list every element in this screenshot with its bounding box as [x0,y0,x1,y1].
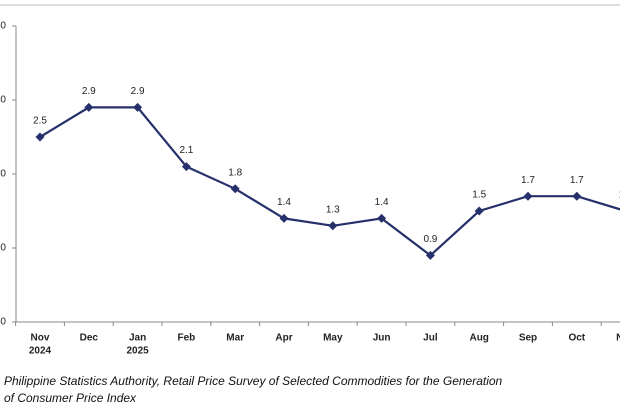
x-tick-label: Sep [519,333,537,344]
x-tick-label: Dec [80,333,99,344]
y-tick-label: 3.0 [0,95,6,106]
x-tick-label: Apr [275,333,292,344]
marker [328,221,338,231]
data-label: 1.4 [375,197,389,208]
marker [35,132,45,142]
data-label: 1.5 [472,190,486,201]
x-tick-label: Jan [129,333,146,344]
x-tick-label: Nov [616,333,620,344]
x-tick-label: Jul [423,333,438,344]
marker [181,162,191,172]
marker [572,191,582,201]
x-tick-label: Feb [178,333,196,344]
marker [279,213,289,223]
x-tick-sublabel: 2025 [126,346,149,357]
x-tick-label: Oct [568,333,585,344]
x-tick-label: Jun [373,333,391,344]
y-tick-label: 0.0 [0,317,6,328]
data-label: 1.5 [619,190,620,201]
marker [133,102,143,112]
x-tick-label: May [323,333,343,344]
marker [230,184,240,194]
data-label: 1.7 [570,175,584,186]
marker [425,250,435,260]
y-tick-label: 1.0 [0,243,6,254]
source-line: Philippine Statistics Authority, Retail … [4,374,503,388]
y-tick-label: 4.0 [0,21,6,32]
x-tick-sublabel: 2024 [29,346,52,357]
data-label: 2.9 [131,86,145,97]
x-tick-label: Mar [226,333,244,344]
data-label: 2.5 [33,116,47,127]
x-tick-label: Nov [31,333,50,344]
x-tick-label: Aug [469,333,488,344]
source-line: of Consumer Price Index [4,391,137,405]
data-label: 1.7 [521,175,535,186]
data-label: 1.3 [326,204,340,215]
data-label: 1.4 [277,197,291,208]
data-label: 0.9 [423,234,437,245]
data-label: 1.8 [228,167,242,178]
marker [523,191,533,201]
marker [377,213,387,223]
marker [84,102,94,112]
marker [474,206,484,216]
data-label: 2.1 [179,145,193,156]
data-label: 2.9 [82,86,96,97]
y-tick-label: 2.0 [0,169,6,180]
